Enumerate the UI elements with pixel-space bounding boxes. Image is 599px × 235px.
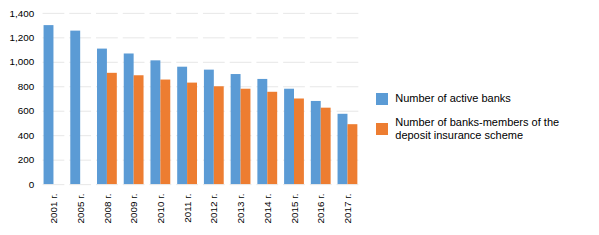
svg-text:2015 г.: 2015 г. [289, 194, 300, 224]
svg-text:800: 800 [18, 81, 35, 92]
svg-text:2012 г.: 2012 г. [208, 194, 219, 224]
svg-text:2001 г.: 2001 г. [48, 194, 59, 224]
svg-text:2010 г.: 2010 г. [155, 194, 166, 224]
svg-text:2005 г.: 2005 г. [75, 194, 86, 224]
svg-text:0: 0 [29, 179, 35, 190]
html-text:Number of banks-members of the: Number of banks-members of the deposit i… [395, 115, 560, 142]
svg-text:400: 400 [18, 130, 35, 141]
svg-text:2014 г.: 2014 г. [262, 194, 273, 224]
svg-text:2016 г.: 2016 г. [315, 194, 326, 224]
svg-text:2011 г.: 2011 г. [182, 194, 193, 223]
svg-text:1,400: 1,400 [9, 8, 34, 19]
svg-text:600: 600 [18, 106, 35, 117]
svg-text:200: 200 [18, 155, 35, 166]
svg-text:2017 г.: 2017 г. [342, 194, 353, 224]
svg-text:2009 г.: 2009 г. [128, 194, 139, 224]
svg-text:2013 г.: 2013 г. [235, 194, 246, 224]
html-text:Number of active banks: Number of active banks [395, 91, 511, 104]
svg-text:2008 г.: 2008 г. [102, 194, 113, 224]
svg-text:1,200: 1,200 [9, 32, 34, 43]
svg-text:1,000: 1,000 [9, 57, 34, 68]
